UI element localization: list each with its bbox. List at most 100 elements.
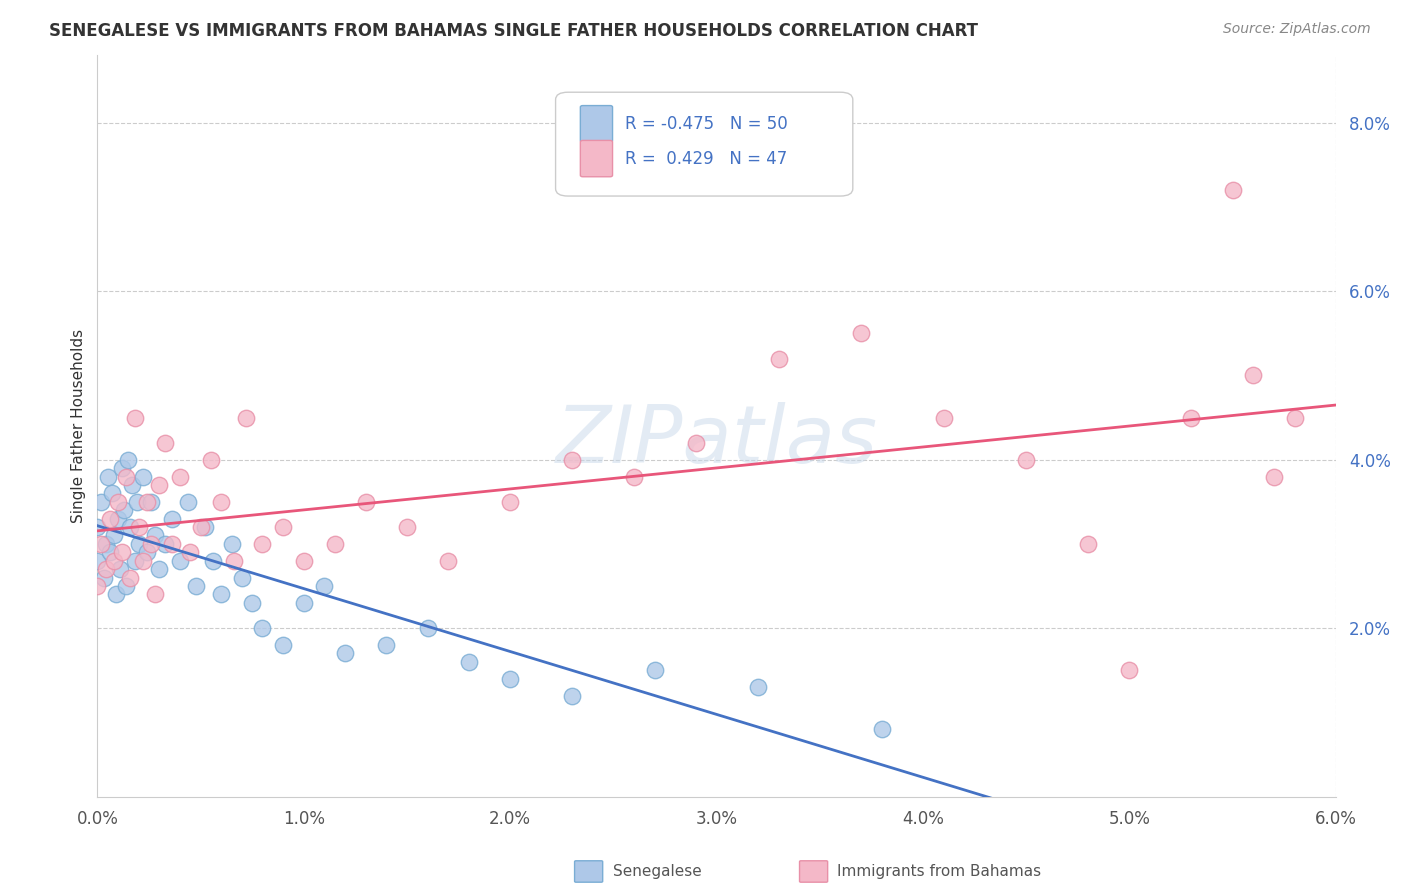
Point <box>1241 368 1264 383</box>
Point <box>128 520 150 534</box>
Point <box>86 520 108 534</box>
Point <box>120 571 142 585</box>
Point <box>271 638 294 652</box>
Point <box>104 587 127 601</box>
Point <box>870 723 893 737</box>
Point <box>148 478 170 492</box>
Point <box>98 545 121 559</box>
Point <box>375 638 398 652</box>
Point <box>90 495 112 509</box>
Point <box>1015 452 1038 467</box>
Point <box>271 520 294 534</box>
Point <box>155 435 177 450</box>
Point <box>235 410 257 425</box>
Point <box>94 537 117 551</box>
Point <box>143 587 166 601</box>
Point <box>333 647 356 661</box>
Point <box>98 511 121 525</box>
Point <box>94 562 117 576</box>
Point <box>1263 469 1285 483</box>
Point <box>107 511 129 525</box>
Point <box>120 520 142 534</box>
Text: ZIPatlas: ZIPatlas <box>555 401 877 480</box>
Point <box>128 537 150 551</box>
Text: R = -0.475   N = 50: R = -0.475 N = 50 <box>624 115 787 133</box>
Point <box>135 545 157 559</box>
Point <box>231 571 253 585</box>
Point <box>103 554 125 568</box>
Point <box>132 554 155 568</box>
Point <box>125 495 148 509</box>
Text: R =  0.429   N = 47: R = 0.429 N = 47 <box>624 150 787 168</box>
Point <box>768 351 790 366</box>
Point <box>143 528 166 542</box>
Point <box>685 435 707 450</box>
Point <box>177 495 200 509</box>
Point <box>108 562 131 576</box>
FancyBboxPatch shape <box>555 92 853 196</box>
Point <box>457 655 479 669</box>
Point <box>1077 537 1099 551</box>
Point <box>111 545 134 559</box>
Point <box>139 537 162 551</box>
Point <box>221 537 243 551</box>
Point <box>437 554 460 568</box>
Point <box>115 469 138 483</box>
Point <box>86 579 108 593</box>
Point <box>222 554 245 568</box>
Point <box>252 537 274 551</box>
Point <box>240 596 263 610</box>
Point <box>97 469 120 483</box>
Point <box>112 503 135 517</box>
Point <box>132 469 155 483</box>
Point <box>849 326 872 341</box>
Point <box>160 511 183 525</box>
Point <box>209 495 232 509</box>
Point <box>561 689 583 703</box>
Point <box>1180 410 1202 425</box>
Point <box>155 537 177 551</box>
Point <box>90 537 112 551</box>
Point <box>111 461 134 475</box>
Point <box>416 621 439 635</box>
Point <box>115 579 138 593</box>
Point <box>644 663 666 677</box>
Point <box>252 621 274 635</box>
Point <box>201 554 224 568</box>
Text: Senegalese: Senegalese <box>613 864 702 879</box>
Text: Source: ZipAtlas.com: Source: ZipAtlas.com <box>1223 22 1371 37</box>
FancyBboxPatch shape <box>581 140 613 177</box>
Point <box>1284 410 1306 425</box>
Point <box>186 579 208 593</box>
Point <box>200 452 222 467</box>
Point <box>103 528 125 542</box>
Point <box>93 571 115 585</box>
Point <box>101 486 124 500</box>
Point <box>117 452 139 467</box>
Point <box>179 545 201 559</box>
Point <box>169 469 191 483</box>
Text: Immigrants from Bahamas: Immigrants from Bahamas <box>838 864 1042 879</box>
Point <box>1118 663 1140 677</box>
Point <box>86 554 108 568</box>
Point <box>623 469 645 483</box>
Point <box>160 537 183 551</box>
Point <box>190 520 212 534</box>
Point <box>932 410 955 425</box>
Point <box>209 587 232 601</box>
Point <box>135 495 157 509</box>
Point <box>561 452 583 467</box>
Point <box>107 495 129 509</box>
Point <box>292 596 315 610</box>
Point <box>139 495 162 509</box>
FancyBboxPatch shape <box>581 105 613 142</box>
Point <box>395 520 418 534</box>
Point <box>499 672 522 686</box>
Text: SENEGALESE VS IMMIGRANTS FROM BAHAMAS SINGLE FATHER HOUSEHOLDS CORRELATION CHART: SENEGALESE VS IMMIGRANTS FROM BAHAMAS SI… <box>49 22 979 40</box>
Point <box>121 478 143 492</box>
Point <box>314 579 336 593</box>
Point <box>124 410 146 425</box>
Point <box>354 495 377 509</box>
Y-axis label: Single Father Households: Single Father Households <box>72 329 86 523</box>
Point <box>323 537 346 551</box>
